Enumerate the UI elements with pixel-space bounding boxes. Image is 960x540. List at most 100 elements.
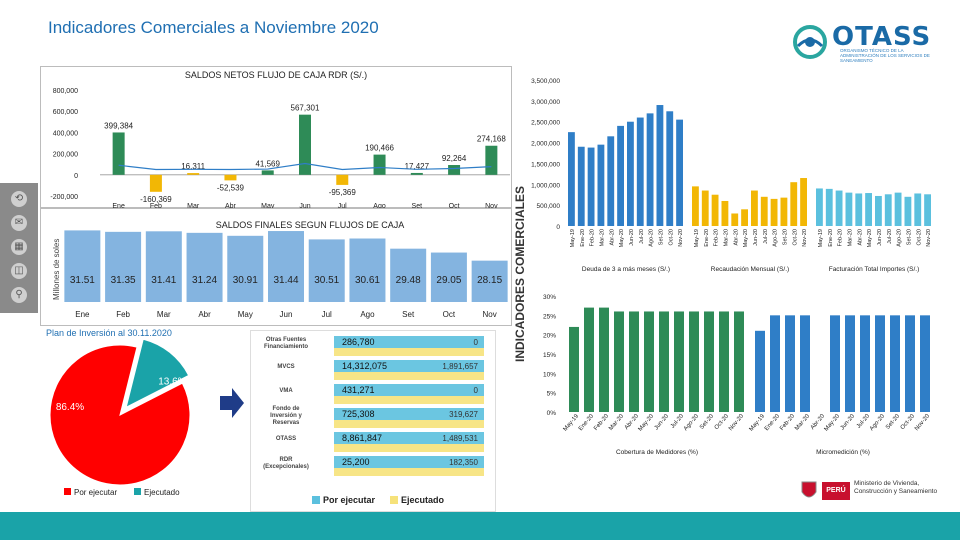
bar	[890, 315, 900, 412]
bar	[227, 235, 264, 302]
bar	[855, 193, 863, 226]
x-tick-label: Abr	[225, 203, 237, 208]
bar	[770, 198, 778, 226]
data-label: 29.48	[396, 275, 421, 286]
group-label: Facturación Total Importes (S/.)	[829, 266, 920, 273]
bar	[599, 307, 609, 412]
row-label: Financiamiento	[264, 344, 308, 350]
saldos-netos-title: SALDOS NETOS FLUJO DE CAJA RDR (S/.)	[185, 70, 367, 80]
x-tick-label: May-19	[694, 229, 700, 247]
y-axis-label: Millones de soles	[52, 238, 61, 300]
data-label: 92,264	[442, 154, 467, 163]
data-label: 30.91	[233, 275, 258, 286]
ejecutado-value: 1,489,531	[442, 434, 478, 443]
x-tick-label: Ago-20	[869, 413, 886, 432]
x-tick-label: Jun-20	[629, 229, 635, 246]
x-tick-label: Set-20	[906, 229, 912, 245]
bar	[835, 190, 843, 226]
y-tick-label: 0	[556, 224, 560, 231]
x-tick-label: Ago	[360, 310, 375, 319]
data-label: 28.15	[477, 275, 502, 286]
y-tick-label: 10%	[543, 371, 556, 378]
data-label: 190,466	[365, 144, 394, 153]
bar	[617, 125, 624, 226]
x-tick-label: Ene	[75, 310, 90, 319]
x-tick-label: May-20	[619, 229, 625, 247]
bar	[924, 194, 931, 226]
x-tick-label: May-20	[867, 229, 873, 247]
x-tick-label: Abr-20	[733, 229, 739, 246]
x-tick-label: May-20	[824, 413, 842, 433]
x-tick-label: Feb-20	[714, 229, 720, 246]
y-tick-label: 400,000	[53, 130, 78, 137]
ejecutado-value: 0	[474, 386, 479, 395]
otass-logo-subtitle: ORGANISMO TÉCNICO DE LA ADMINISTRACIÓN D…	[840, 48, 930, 63]
bar	[755, 330, 765, 412]
group-label: Deuda de 3 a más meses (S/.)	[582, 266, 670, 273]
grid-icon[interactable]: ▦	[11, 239, 27, 255]
x-tick-label: Jun	[280, 310, 293, 319]
chat-icon[interactable]: ✉	[11, 215, 27, 231]
indicadores-comerciales-chart: 3,500,000 3,000,000 2,500,000 2,000,000 1,50…	[531, 78, 932, 273]
data-label: 31.44	[273, 275, 298, 286]
page-title: Indicadores Comerciales a Noviembre 2020	[48, 18, 379, 37]
search-icon[interactable]: ⚲	[11, 287, 27, 303]
x-tick-label: Jun-20	[654, 413, 671, 431]
x-tick-label: Jul	[338, 203, 347, 208]
y-tick-label: 2,000,000	[531, 141, 560, 148]
x-tick-label: Nov-20	[728, 413, 745, 432]
data-label: -52,539	[217, 183, 245, 192]
bar	[704, 311, 714, 412]
bar	[800, 178, 807, 226]
por-ejecutar-bar	[334, 384, 484, 396]
pie-label: 13.6%	[158, 376, 186, 387]
pie-slice	[49, 344, 191, 486]
x-tick-label: May-19	[570, 229, 576, 247]
x-tick-label: Feb-20	[779, 413, 796, 432]
row-label: OTASS	[276, 436, 296, 442]
row-label: Reservas	[273, 420, 300, 426]
ejecutado-value: 1,891,657	[442, 362, 478, 371]
bar	[145, 231, 182, 302]
por-ejecutar-value: 431,271	[342, 385, 375, 395]
bar	[920, 315, 930, 412]
x-tick-label: Mar-20	[608, 413, 625, 432]
x-tick-label: Ago-20	[773, 229, 779, 247]
bar	[627, 121, 634, 226]
x-tick-label: Oct-20	[668, 229, 674, 246]
row-label: Inversión y	[270, 413, 302, 419]
x-tick-label: Ene-20	[578, 413, 595, 432]
y-tick-label: 500,000	[537, 203, 561, 210]
bar	[614, 311, 624, 412]
bar	[587, 147, 595, 226]
bar	[689, 311, 699, 412]
x-tick-label: Jul-20	[763, 229, 769, 244]
otass-logo: OTASS ORGANISMO TÉCNICO DE LA ADMINISTRA…	[792, 22, 942, 63]
x-tick-label: May	[238, 310, 253, 319]
por-ejecutar-value: 8,861,847	[342, 433, 382, 443]
por-ejecutar-value: 286,780	[342, 337, 375, 347]
y-tick-label: -200,000	[50, 194, 78, 201]
x-tick-label: Mar-20	[794, 413, 811, 432]
data-label: 31.41	[151, 275, 176, 286]
bar	[471, 260, 508, 302]
y-tick-label: 20%	[543, 333, 556, 340]
y-tick-label: 2,500,000	[531, 120, 560, 127]
y-tick-label: 200,000	[53, 152, 78, 159]
x-tick-label: Jun	[299, 203, 310, 208]
apps-icon[interactable]: ◫	[11, 263, 27, 279]
bar	[636, 117, 644, 226]
share-icon[interactable]: ⟲	[11, 191, 27, 207]
pie-title: Plan de Inversión al 30.11.2020	[46, 328, 172, 338]
arrow-right-icon	[220, 388, 244, 418]
data-label: 29.05	[436, 275, 461, 286]
x-tick-label: Ago-20	[683, 413, 700, 432]
y-tick-label: 3,000,000	[531, 99, 560, 106]
bar	[629, 311, 639, 412]
por-ejecutar-bar	[334, 336, 484, 348]
x-tick-label: Ene-20	[704, 229, 710, 247]
data-label: 30.51	[314, 275, 339, 286]
ejecutado-bar	[334, 420, 484, 428]
legend-label: Por ejecutar	[323, 495, 376, 505]
